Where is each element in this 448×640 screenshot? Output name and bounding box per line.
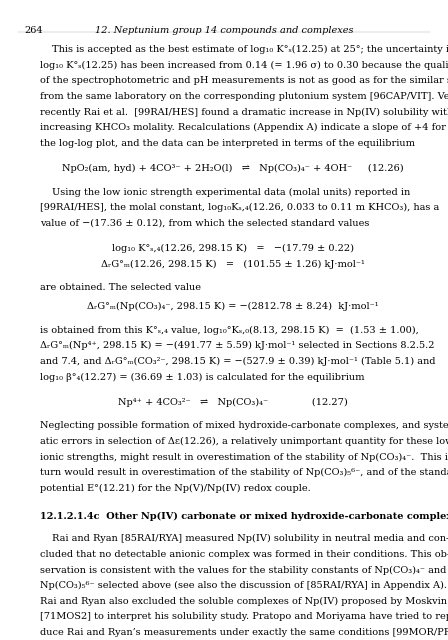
Text: Np(CO₃)₅⁶⁻ selected above (see also the discussion of [85RAI/RYA] in Appendix A): Np(CO₃)₅⁶⁻ selected above (see also the … [40,581,447,590]
Text: 264: 264 [25,26,43,35]
Text: Neglecting possible formation of mixed hydroxide-carbonate complexes, and system: Neglecting possible formation of mixed h… [40,421,448,430]
Text: ΔᵣG°ₘ(Np⁴⁺, 298.15 K) = −(491.77 ± 5.59) kJ·mol⁻¹ selected in Sections 8.2.5.2: ΔᵣG°ₘ(Np⁴⁺, 298.15 K) = −(491.77 ± 5.59)… [40,341,435,350]
Text: [71MOS2] to interpret his solubility study. Pratopo and Moriyama have tried to r: [71MOS2] to interpret his solubility stu… [40,612,448,621]
Text: turn would result in overestimation of the stability of Np(CO₃)₅⁶⁻, and of the s: turn would result in overestimation of t… [40,468,448,477]
Text: recently Rai et al.  [99RAI/HES] found a dramatic increase in Np(IV) solubility : recently Rai et al. [99RAI/HES] found a … [40,108,448,116]
Text: This is accepted as the best estimate of log₁₀ K°ₛ(12.25) at 25°; the uncertaint: This is accepted as the best estimate of… [52,45,448,54]
Text: the log-log plot, and the data can be interpreted in terms of the equilibrium: the log-log plot, and the data can be in… [40,139,415,148]
Text: log₁₀ K°ₛ(12.25) has been increased from 0.14 (= 1.96 σ) to 0.30 because the qua: log₁₀ K°ₛ(12.25) has been increased from… [40,60,448,70]
Text: and 7.4, and ΔᵣG°ₘ(CO₃²⁻, 298.15 K) = −(527.9 ± 0.39) kJ·mol⁻¹ (Table 5.1) and: and 7.4, and ΔᵣG°ₘ(CO₃²⁻, 298.15 K) = −(… [40,357,436,366]
Text: log₁₀ β°₄(12.27) = (36.69 ± 1.03) is calculated for the equilibrium: log₁₀ β°₄(12.27) = (36.69 ± 1.03) is cal… [40,372,365,381]
Text: servation is consistent with the values for the stability constants of Np(CO₃)₄⁻: servation is consistent with the values … [40,565,447,575]
Text: of the spectrophotometric and pH measurements is not as good as for the similar : of the spectrophotometric and pH measure… [40,76,448,85]
Text: atic errors in selection of Δε(12.26), a relatively unimportant quantity for the: atic errors in selection of Δε(12.26), a… [40,436,448,446]
Text: Np⁴⁺ + 4CO₃²⁻   ⇌   Np(CO₃)₄⁻              (12.27): Np⁴⁺ + 4CO₃²⁻ ⇌ Np(CO₃)₄⁻ (12.27) [118,397,348,407]
Text: [99RAI/HES], the molal constant, log₁₀Kₛ,₄(12.26, 0.033 to 0.11 m KHCO₃), has a: [99RAI/HES], the molal constant, log₁₀Kₛ… [40,203,439,212]
Text: ΔᵣG°ₘ(Np(CO₃)₄⁻, 298.15 K) = −(2812.78 ± 8.24)  kJ·mol⁻¹: ΔᵣG°ₘ(Np(CO₃)₄⁻, 298.15 K) = −(2812.78 ±… [87,302,379,311]
Text: 12.1.2.1.4c  Other Np(IV) carbonate or mixed hydroxide-carbonate complexes: 12.1.2.1.4c Other Np(IV) carbonate or mi… [40,512,448,521]
Text: duce Rai and Ryan’s measurements under exactly the same conditions [99MOR/PRA]: duce Rai and Ryan’s measurements under e… [40,628,448,637]
Text: potential E°(12.21) for the Np(V)/Np(IV) redox couple.: potential E°(12.21) for the Np(V)/Np(IV)… [40,484,311,493]
Text: Rai and Ryan [85RAI/RYA] measured Np(IV) solubility in neutral media and con-: Rai and Ryan [85RAI/RYA] measured Np(IV)… [52,534,448,543]
Text: log₁₀ K°ₛ,₄(12.26, 298.15 K)   =   −(17.79 ± 0.22): log₁₀ K°ₛ,₄(12.26, 298.15 K) = −(17.79 ±… [112,244,354,253]
Text: 12. Neptunium group 14 compounds and complexes: 12. Neptunium group 14 compounds and com… [95,26,353,35]
Text: are obtained. The selected value: are obtained. The selected value [40,283,201,292]
Text: NpO₂(am, hyd) + 4CO³⁻ + 2H₂O(l)   ⇌   Np(CO₃)₄⁻ + 4OH⁻     (12.26): NpO₂(am, hyd) + 4CO³⁻ + 2H₂O(l) ⇌ Np(CO₃… [62,164,404,173]
Text: Using the low ionic strength experimental data (molal units) reported in: Using the low ionic strength experimenta… [52,188,410,196]
Text: from the same laboratory on the corresponding plutonium system [96CAP/VIT]. Very: from the same laboratory on the correspo… [40,92,448,101]
Text: cluded that no detectable anionic complex was formed in their conditions. This o: cluded that no detectable anionic comple… [40,550,448,559]
Text: value of −(17.36 ± 0.12), from which the selected standard values: value of −(17.36 ± 0.12), from which the… [40,219,370,228]
Text: ionic strengths, might result in overestimation of the stability of Np(CO₃)₄⁻.  : ionic strengths, might result in overest… [40,452,448,461]
Text: increasing KHCO₃ molality. Recalculations (Appendix A) indicate a slope of +4 fo: increasing KHCO₃ molality. Recalculation… [40,123,446,132]
Text: ΔᵣG°ₘ(12.26, 298.15 K)   =   (101.55 ± 1.26) kJ·mol⁻¹: ΔᵣG°ₘ(12.26, 298.15 K) = (101.55 ± 1.26)… [101,260,365,269]
Text: is obtained from this K°ₛ,₄ value, log₁₀°Kₛ,₀(8.13, 298.15 K)  =  (1.53 ± 1.00),: is obtained from this K°ₛ,₄ value, log₁₀… [40,326,419,335]
Text: Rai and Ryan also excluded the soluble complexes of Np(IV) proposed by Moskvin: Rai and Ryan also excluded the soluble c… [40,596,447,606]
